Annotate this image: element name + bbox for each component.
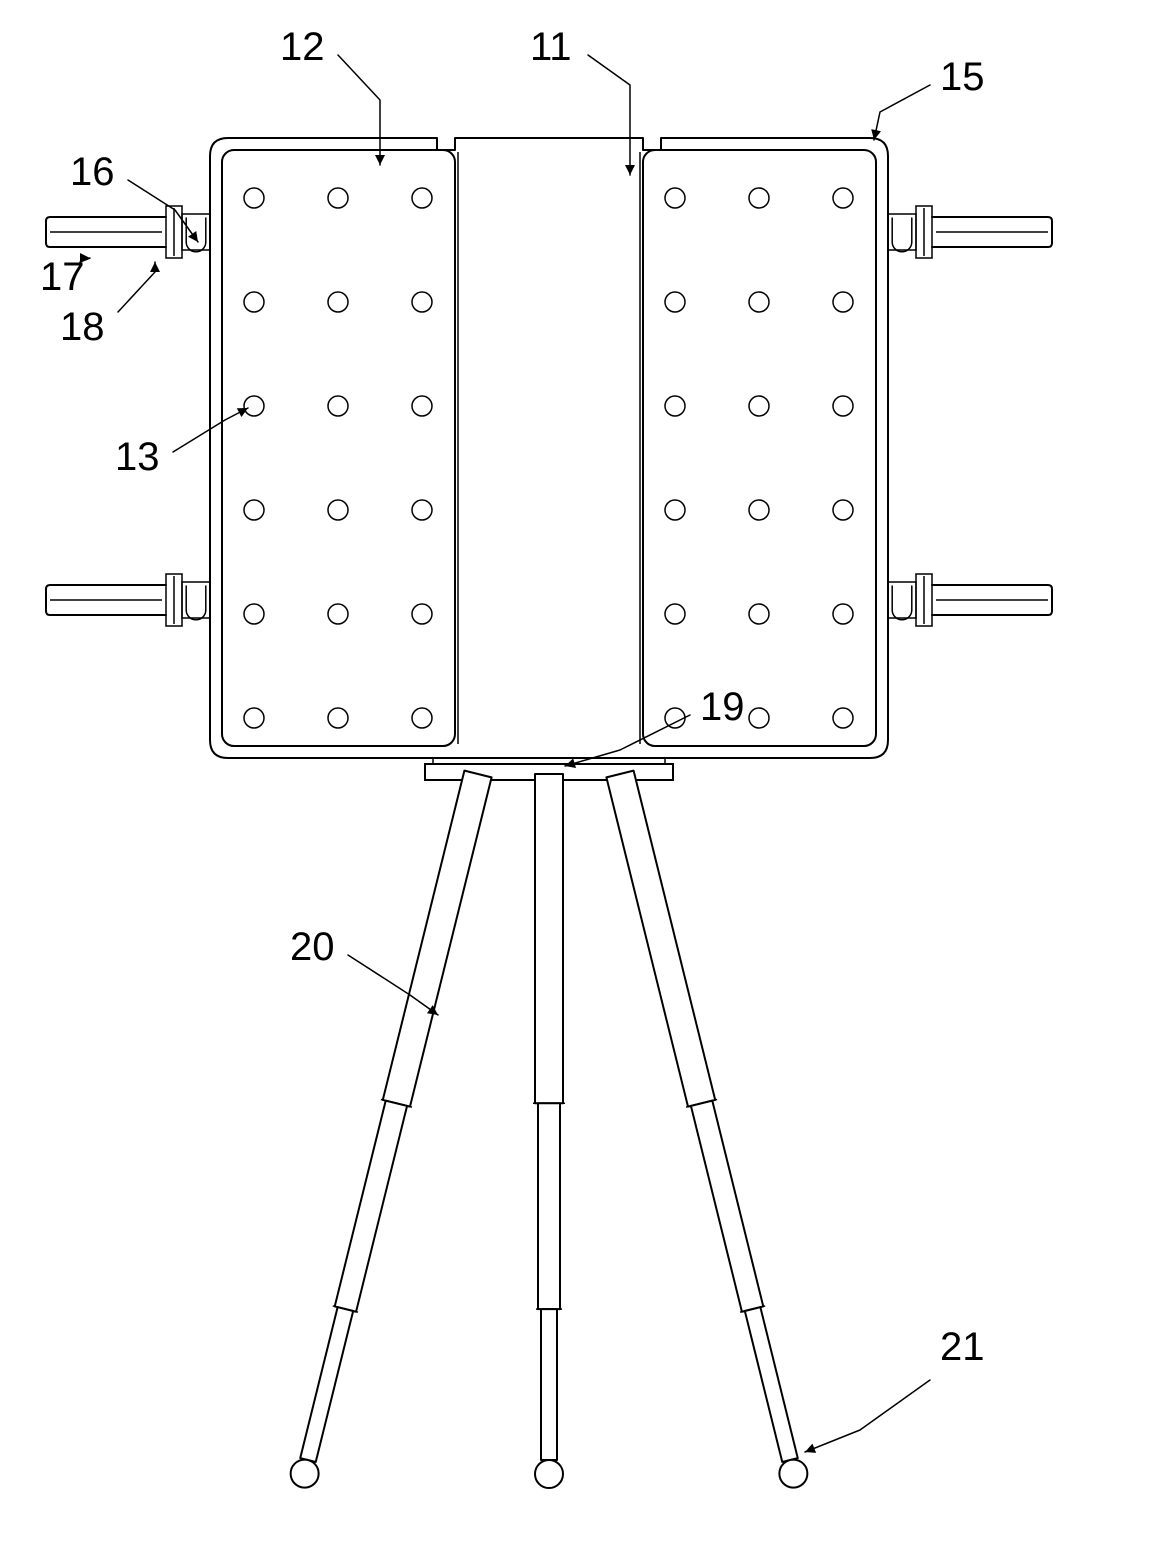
panel-hole bbox=[665, 604, 685, 624]
leader-21 bbox=[805, 1380, 930, 1452]
panel-hole bbox=[328, 292, 348, 312]
side-panel-right bbox=[643, 150, 876, 746]
panel-hole bbox=[665, 292, 685, 312]
panel-hole bbox=[328, 604, 348, 624]
panel-hole bbox=[833, 396, 853, 416]
panel-hole bbox=[328, 188, 348, 208]
panel-hole bbox=[749, 188, 769, 208]
panel-hole bbox=[244, 604, 264, 624]
panel-hole bbox=[244, 500, 264, 520]
panel-hole bbox=[412, 188, 432, 208]
leader-11 bbox=[588, 55, 630, 175]
panel-hole bbox=[412, 604, 432, 624]
label-20: 20 bbox=[290, 925, 335, 969]
side-panel-left bbox=[222, 150, 455, 746]
label-21: 21 bbox=[940, 1325, 985, 1369]
panel-hole bbox=[833, 604, 853, 624]
leader-18 bbox=[118, 262, 155, 312]
label-15: 15 bbox=[940, 55, 985, 99]
panel-hole bbox=[412, 292, 432, 312]
label-13: 13 bbox=[115, 435, 160, 479]
panel-hole bbox=[749, 292, 769, 312]
tripod-leg bbox=[291, 771, 492, 1488]
panel-hole bbox=[749, 500, 769, 520]
tripod-leg bbox=[533, 774, 565, 1488]
handle-pin-u bbox=[186, 218, 206, 252]
panel-hole bbox=[244, 396, 264, 416]
panel-hole bbox=[328, 396, 348, 416]
label-17: 17 bbox=[40, 255, 85, 299]
label-16: 16 bbox=[70, 150, 115, 194]
panel-hole bbox=[412, 708, 432, 728]
leader-12 bbox=[338, 55, 380, 165]
handle-pin-u bbox=[892, 218, 912, 252]
label-12: 12 bbox=[280, 25, 325, 69]
handle-pin-u bbox=[186, 586, 206, 620]
panel-hole bbox=[665, 396, 685, 416]
panel-hole bbox=[833, 708, 853, 728]
panel-hole bbox=[833, 500, 853, 520]
tripod-foot bbox=[535, 1460, 563, 1488]
panel-hole bbox=[665, 708, 685, 728]
panel-hole bbox=[244, 708, 264, 728]
panel-hole bbox=[412, 500, 432, 520]
panel-hole bbox=[244, 188, 264, 208]
panel-hole bbox=[412, 396, 432, 416]
panel-hole bbox=[665, 500, 685, 520]
panel-hole bbox=[665, 188, 685, 208]
main-plate bbox=[210, 138, 888, 758]
tripod-foot bbox=[779, 1460, 807, 1488]
panel-hole bbox=[328, 500, 348, 520]
leader-15 bbox=[874, 85, 930, 140]
handle-pin-u bbox=[892, 586, 912, 620]
panel-hole bbox=[833, 188, 853, 208]
panel-hole bbox=[749, 604, 769, 624]
tripod-leg bbox=[606, 771, 807, 1488]
tripod-foot bbox=[291, 1460, 319, 1488]
label-19: 19 bbox=[700, 685, 745, 729]
label-18: 18 bbox=[60, 305, 105, 349]
panel-hole bbox=[749, 708, 769, 728]
panel-hole bbox=[244, 292, 264, 312]
label-11: 11 bbox=[530, 25, 572, 69]
panel-hole bbox=[833, 292, 853, 312]
technical-drawing: 11 12 15 16 17 18 13 19 20 21 bbox=[0, 0, 1164, 1547]
panel-hole bbox=[749, 396, 769, 416]
panel-hole bbox=[328, 708, 348, 728]
